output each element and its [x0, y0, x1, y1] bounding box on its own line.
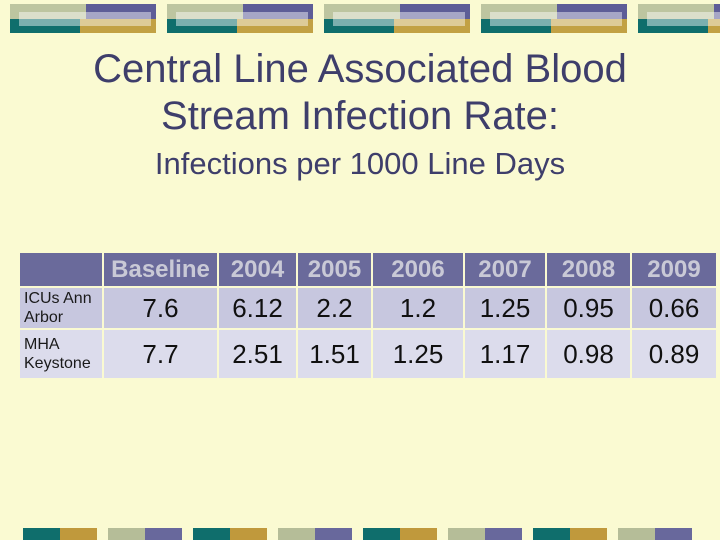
band-quadrant-sage: [167, 4, 243, 19]
strip-segment-gold: [400, 528, 437, 540]
band-highlight-overlay: [332, 11, 465, 27]
band-quadrant-gold: [394, 18, 470, 33]
table-cell: 1.2: [373, 288, 463, 328]
table-header-2006: 2006: [373, 253, 463, 286]
decorative-band-block: [324, 4, 470, 33]
strip-segment-gold: [230, 528, 267, 540]
table-header-2008: 2008: [547, 253, 630, 286]
band-quadrant-purple: [85, 4, 156, 19]
strip-segment-sage: [618, 528, 655, 540]
band-quadrant-gold: [237, 18, 313, 33]
strip-segment-purple: [145, 528, 182, 540]
band-quadrant-purple: [399, 4, 470, 19]
table-cell: 1.25: [465, 288, 545, 328]
strip-segment-teal: [193, 528, 230, 540]
decorative-band-block: [167, 4, 313, 33]
slide-title-line1: Central Line Associated Blood: [93, 47, 627, 91]
table-header-2004: 2004: [219, 253, 296, 286]
strip-segment-sage: [278, 528, 315, 540]
table-header-baseline: Baseline: [104, 253, 217, 286]
table-cell: 2.51: [219, 330, 296, 378]
table-cell: 7.7: [104, 330, 217, 378]
slide-title-line2: Stream Infection Rate:: [161, 94, 559, 138]
band-quadrant-sage: [10, 4, 86, 19]
band-quadrant-gold: [551, 18, 627, 33]
band-quadrant-gold: [80, 18, 156, 33]
band-quadrant-sage: [324, 4, 400, 19]
infection-rate-table: Baseline 2004 2005 2006 2007 2008 2009 I…: [20, 253, 716, 378]
table-cell: 0.66: [632, 288, 716, 328]
band-quadrant-teal: [481, 18, 552, 33]
strip-segment-gold: [570, 528, 607, 540]
table-cell: 0.95: [547, 288, 630, 328]
top-decorative-band: [10, 4, 720, 33]
band-quadrant-teal: [167, 18, 238, 33]
band-quadrant-teal: [10, 18, 81, 33]
band-quadrant-purple: [713, 4, 720, 19]
table-header-2005: 2005: [298, 253, 371, 286]
band-quadrant-gold: [708, 18, 720, 33]
bottom-decorative-strip: [23, 528, 692, 540]
band-quadrant-sage: [638, 4, 714, 19]
band-highlight-overlay: [18, 11, 151, 27]
band-quadrant-sage: [481, 4, 557, 19]
row-label-icus-ann-arbor: ICUs Ann Arbor: [20, 288, 102, 328]
strip-segment-teal: [363, 528, 400, 540]
band-quadrant-purple: [556, 4, 627, 19]
strip-pair-sage-purple: [618, 528, 692, 540]
strip-segment-teal: [533, 528, 570, 540]
band-quadrant-teal: [638, 18, 709, 33]
strip-pair-teal-gold: [533, 528, 607, 540]
decorative-band-block: [481, 4, 627, 33]
strip-segment-purple: [655, 528, 692, 540]
strip-pair-sage-purple: [448, 528, 522, 540]
table-header-2007: 2007: [465, 253, 545, 286]
slide-subtitle: Infections per 1000 Line Days: [154, 146, 566, 181]
table-cell: 1.25: [373, 330, 463, 378]
band-highlight-overlay: [646, 11, 720, 27]
strip-pair-teal-gold: [193, 528, 267, 540]
table-header-2009: 2009: [632, 253, 716, 286]
table-cell: 7.6: [104, 288, 217, 328]
strip-segment-gold: [60, 528, 97, 540]
strip-pair-sage-purple: [278, 528, 352, 540]
table-cell: 6.12: [219, 288, 296, 328]
strip-pair-sage-purple: [108, 528, 182, 540]
slide-title: Central Line Associated Blood Stream Inf…: [0, 46, 720, 140]
strip-segment-purple: [315, 528, 352, 540]
band-quadrant-teal: [324, 18, 395, 33]
strip-segment-sage: [448, 528, 485, 540]
band-highlight-overlay: [175, 11, 308, 27]
strip-pair-teal-gold: [363, 528, 437, 540]
table-header-empty: [20, 253, 102, 286]
strip-pair-teal-gold: [23, 528, 97, 540]
decorative-band-block: [10, 4, 156, 33]
strip-segment-purple: [485, 528, 522, 540]
strip-segment-sage: [108, 528, 145, 540]
table-cell: 0.98: [547, 330, 630, 378]
band-quadrant-purple: [242, 4, 313, 19]
table-cell: 2.2: [298, 288, 371, 328]
strip-segment-teal: [23, 528, 60, 540]
table-cell: 1.17: [465, 330, 545, 378]
decorative-band-block: [638, 4, 720, 33]
table-cell: 0.89: [632, 330, 716, 378]
row-label-mha-keystone: MHA Keystone: [20, 330, 102, 378]
band-highlight-overlay: [489, 11, 622, 27]
table-cell: 1.51: [298, 330, 371, 378]
